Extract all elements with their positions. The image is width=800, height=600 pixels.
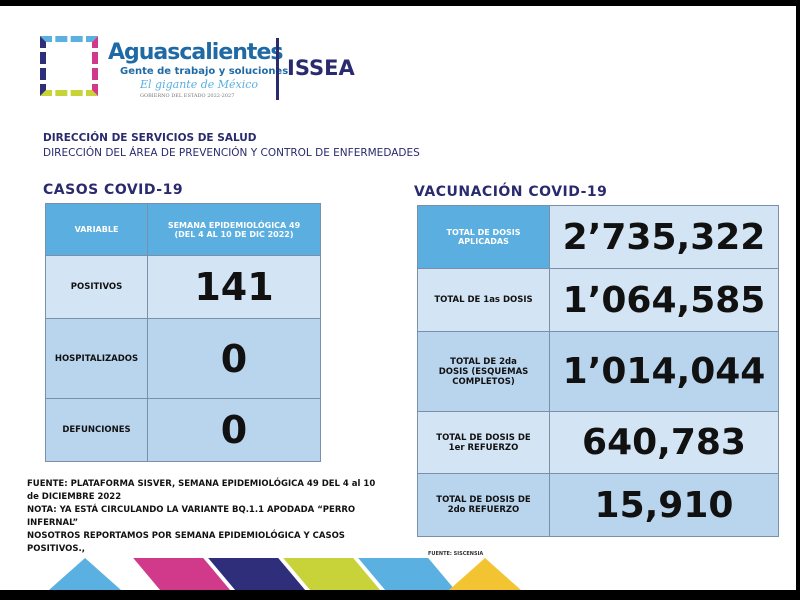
infographic: Aguascalientes Gente de trabajo y soluci… xyxy=(0,6,796,590)
row-label: TOTAL DE DOSIS DE 2do REFUERZO xyxy=(417,473,550,537)
row-value: 1’064,585 xyxy=(549,268,779,332)
table-row: POSITIVOS 141 xyxy=(45,255,321,319)
brand-name: Aguascalientes xyxy=(108,40,283,65)
row-label: DEFUNCIONES xyxy=(45,398,148,462)
row-value: 15,910 xyxy=(549,473,779,537)
table-row: TOTAL DE DOSIS DE 2do REFUERZO 15,910 xyxy=(417,473,779,537)
table-row: TOTAL DE 1as DOSIS 1’064,585 xyxy=(417,268,779,332)
table-row: TOTAL DE DOSIS DE 1er REFUERZO 640,783 xyxy=(417,411,779,474)
col-variable: VARIABLE xyxy=(45,203,148,256)
decor-triangle xyxy=(440,558,530,590)
cases-table: VARIABLE SEMANA EPIDEMIOLÓGICA 49 (DEL 4 … xyxy=(45,203,321,462)
table-row: TOTAL DE DOSIS APLICADAS 2’735,322 xyxy=(417,205,779,269)
brand-government: GOBIERNO DEL ESTADO 2022-2027 xyxy=(140,93,235,99)
row-value: 1’014,044 xyxy=(549,331,779,412)
row-value: 0 xyxy=(147,318,321,399)
row-value: 2’735,322 xyxy=(549,205,779,269)
note-variant: NOTA: YA ESTÁ CIRCULANDO LA VARIANTE BQ.… xyxy=(27,505,356,528)
table-row: DEFUNCIONES 0 xyxy=(45,398,321,462)
divider xyxy=(276,38,279,100)
brand-slogan: Gente de trabajo y soluciones xyxy=(120,66,289,77)
note-reporting: NOSOTROS REPORTAMOS POR SEMANA EPIDEMIOL… xyxy=(27,531,345,554)
decor-stripe xyxy=(40,558,130,590)
vaccination-source: FUENTE: SISCENSIA xyxy=(428,551,484,557)
notes: FUENTE: PLATAFORMA SISVER, SEMANA EPIDEM… xyxy=(27,478,387,556)
row-label: TOTAL DE 1as DOSIS xyxy=(417,268,550,332)
row-value: 0 xyxy=(147,398,321,462)
col-week: SEMANA EPIDEMIOLÓGICA 49 (DEL 4 AL 10 DE… xyxy=(147,203,321,256)
org-name: ISSEA xyxy=(287,56,355,80)
row-label: TOTAL DE 2da DOSIS (ESQUEMAS COMPLETOS) xyxy=(417,331,550,412)
row-label: HOSPITALIZADOS xyxy=(45,318,148,399)
row-label: TOTAL DE DOSIS APLICADAS xyxy=(417,205,550,269)
aguascalientes-logo xyxy=(40,36,98,96)
table-row: TOTAL DE 2da DOSIS (ESQUEMAS COMPLETOS) 1… xyxy=(417,331,779,412)
row-label: POSITIVOS xyxy=(45,255,148,319)
cases-title: CASOS COVID-19 xyxy=(43,182,184,198)
direction-line1: DIRECCIÓN DE SERVICIOS DE SALUD xyxy=(43,132,257,144)
brand-tagline: El gigante de México xyxy=(140,78,259,91)
row-value: 141 xyxy=(147,255,321,319)
note-source: FUENTE: PLATAFORMA SISVER, SEMANA EPIDEM… xyxy=(27,479,376,502)
vaccination-title: VACUNACIÓN COVID-19 xyxy=(414,184,608,200)
table-row: HOSPITALIZADOS 0 xyxy=(45,318,321,399)
row-value: 640,783 xyxy=(549,411,779,474)
vaccination-table: TOTAL DE DOSIS APLICADAS 2’735,322 TOTAL … xyxy=(417,205,779,537)
direction-line2: DIRECCIÓN DEL ÁREA DE PREVENCIÓN Y CONTR… xyxy=(43,147,420,159)
row-label: TOTAL DE DOSIS DE 1er REFUERZO xyxy=(417,411,550,474)
